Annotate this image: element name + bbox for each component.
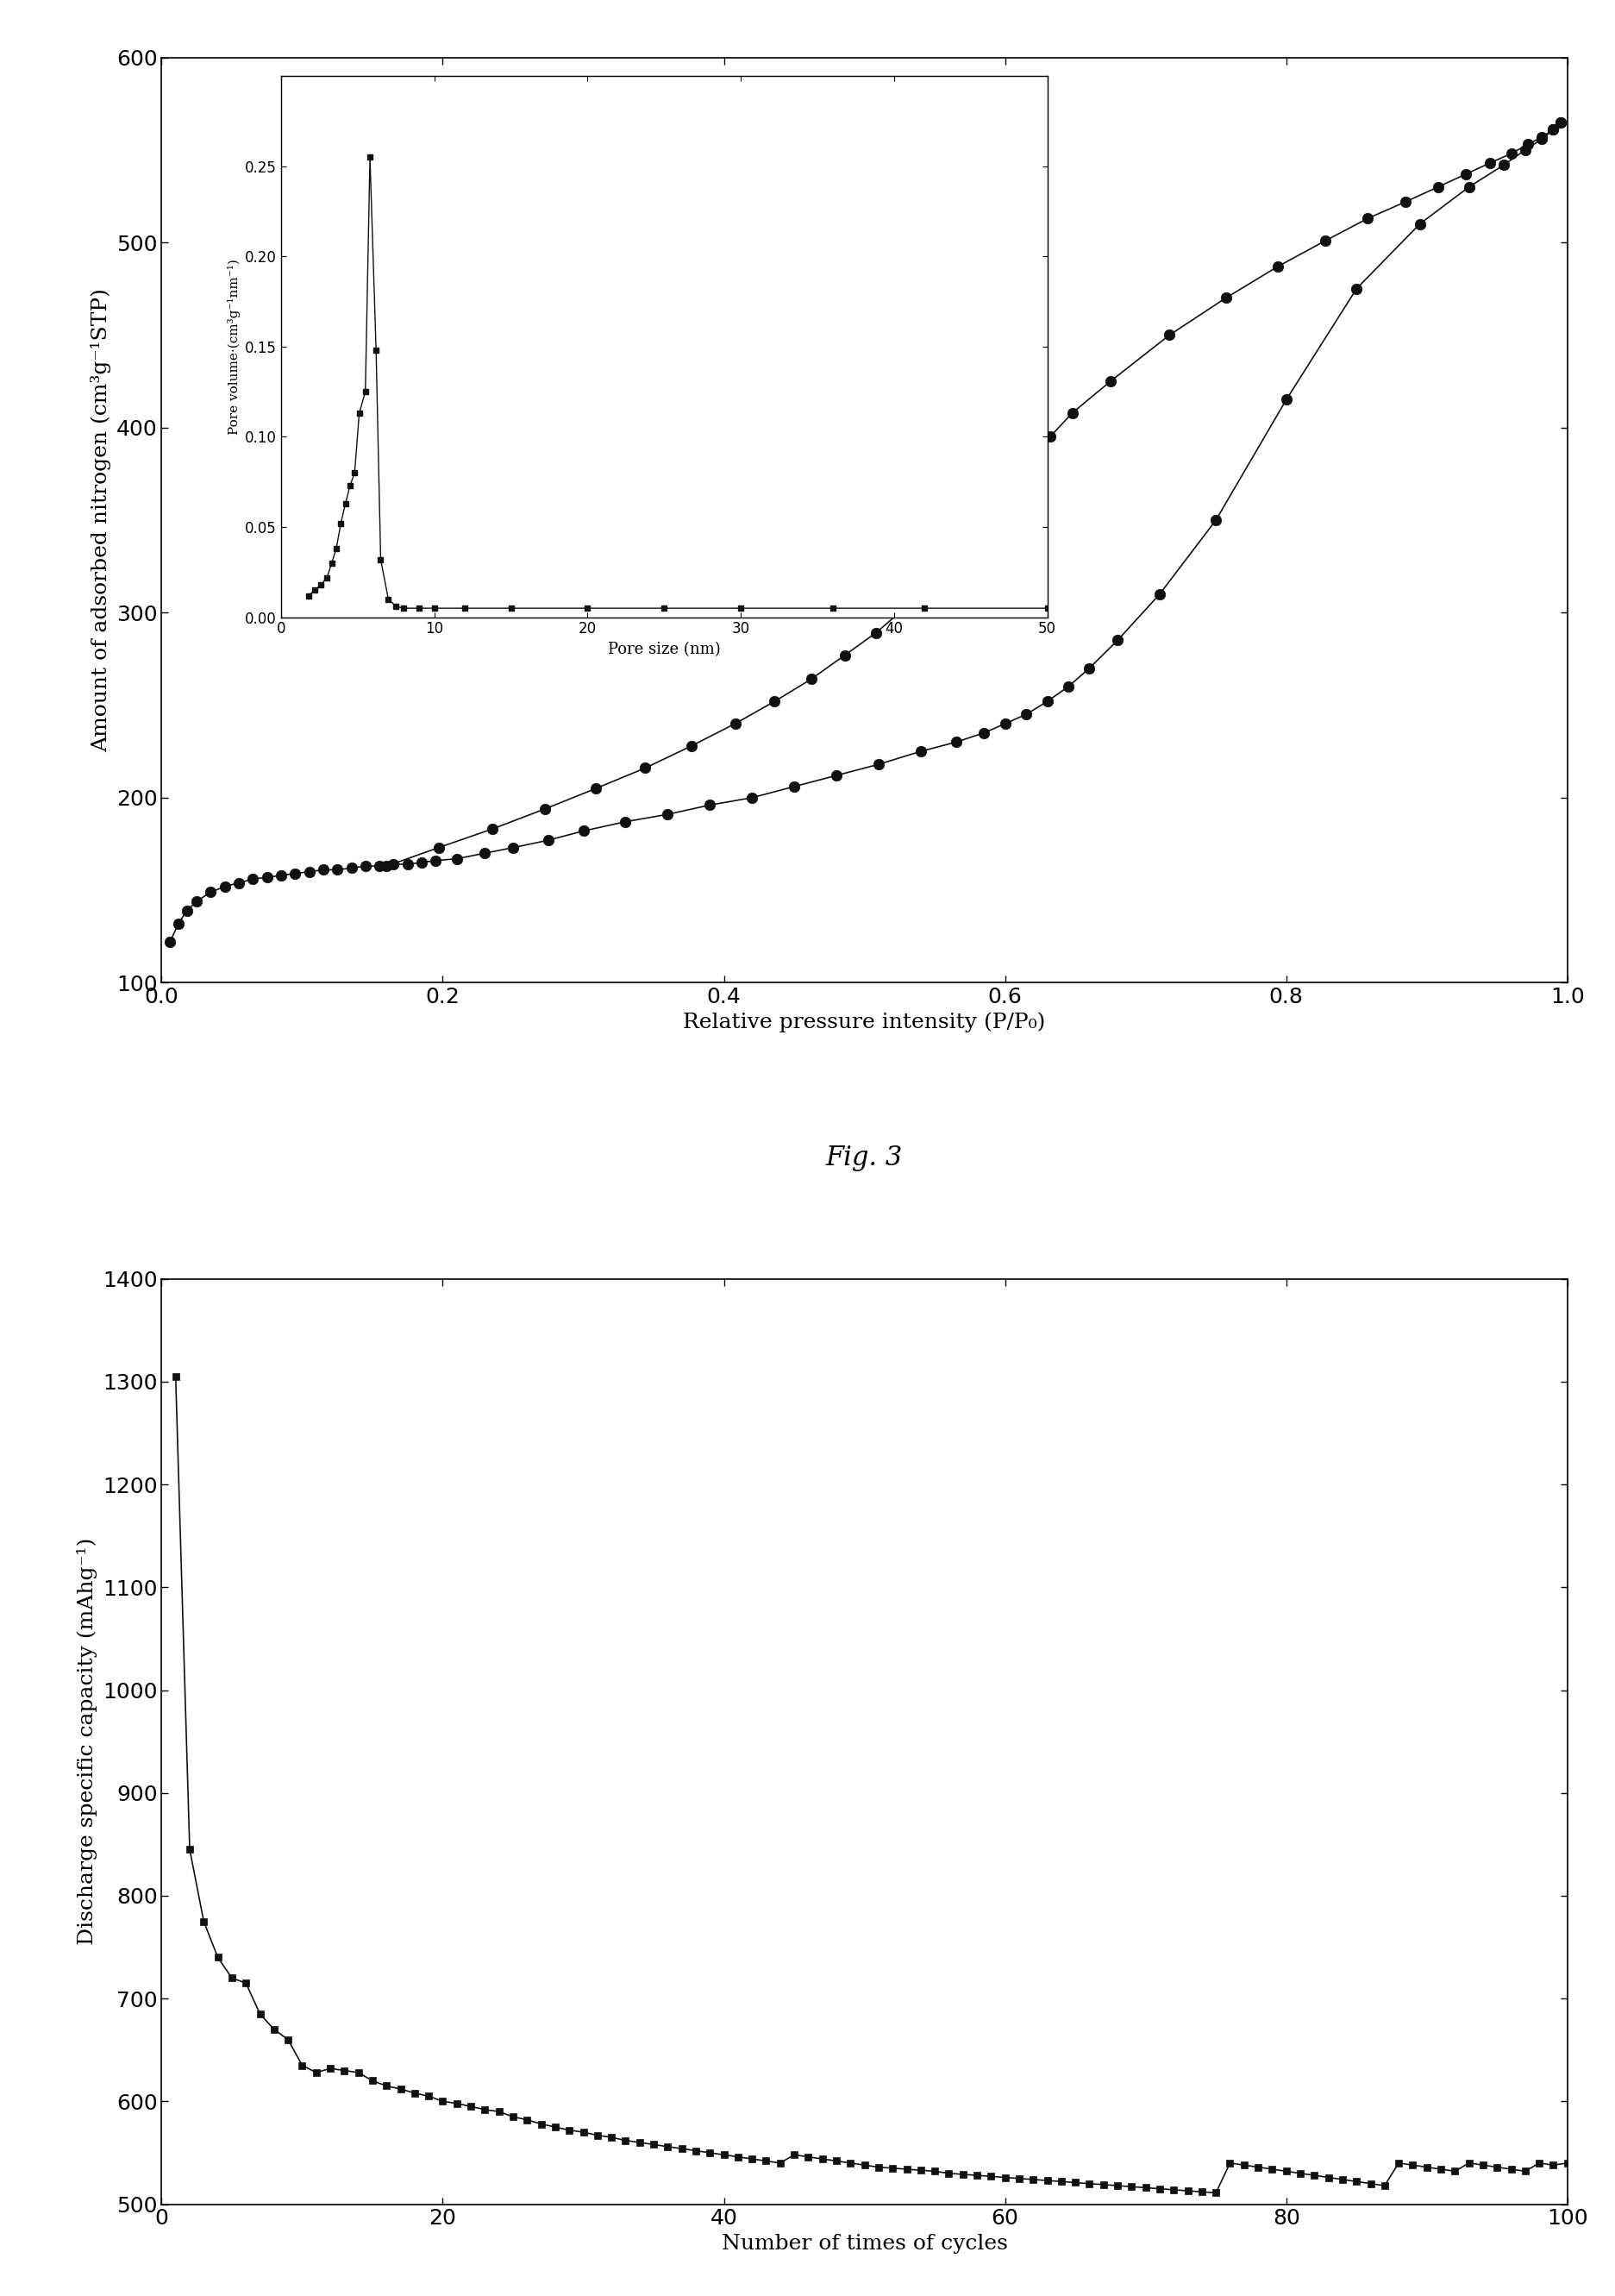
X-axis label: Relative pressure intensity (P/P₀): Relative pressure intensity (P/P₀)	[683, 1013, 1045, 1033]
Y-axis label: Amount of adsorbed nitrogen (cm³g⁻¹STP): Amount of adsorbed nitrogen (cm³g⁻¹STP)	[90, 287, 111, 753]
Y-axis label: Discharge specific capacity (mAhg⁻¹): Discharge specific capacity (mAhg⁻¹)	[78, 1538, 97, 1945]
Text: Fig. 3: Fig. 3	[825, 1146, 903, 1171]
X-axis label: Number of times of cycles: Number of times of cycles	[720, 2234, 1008, 2255]
